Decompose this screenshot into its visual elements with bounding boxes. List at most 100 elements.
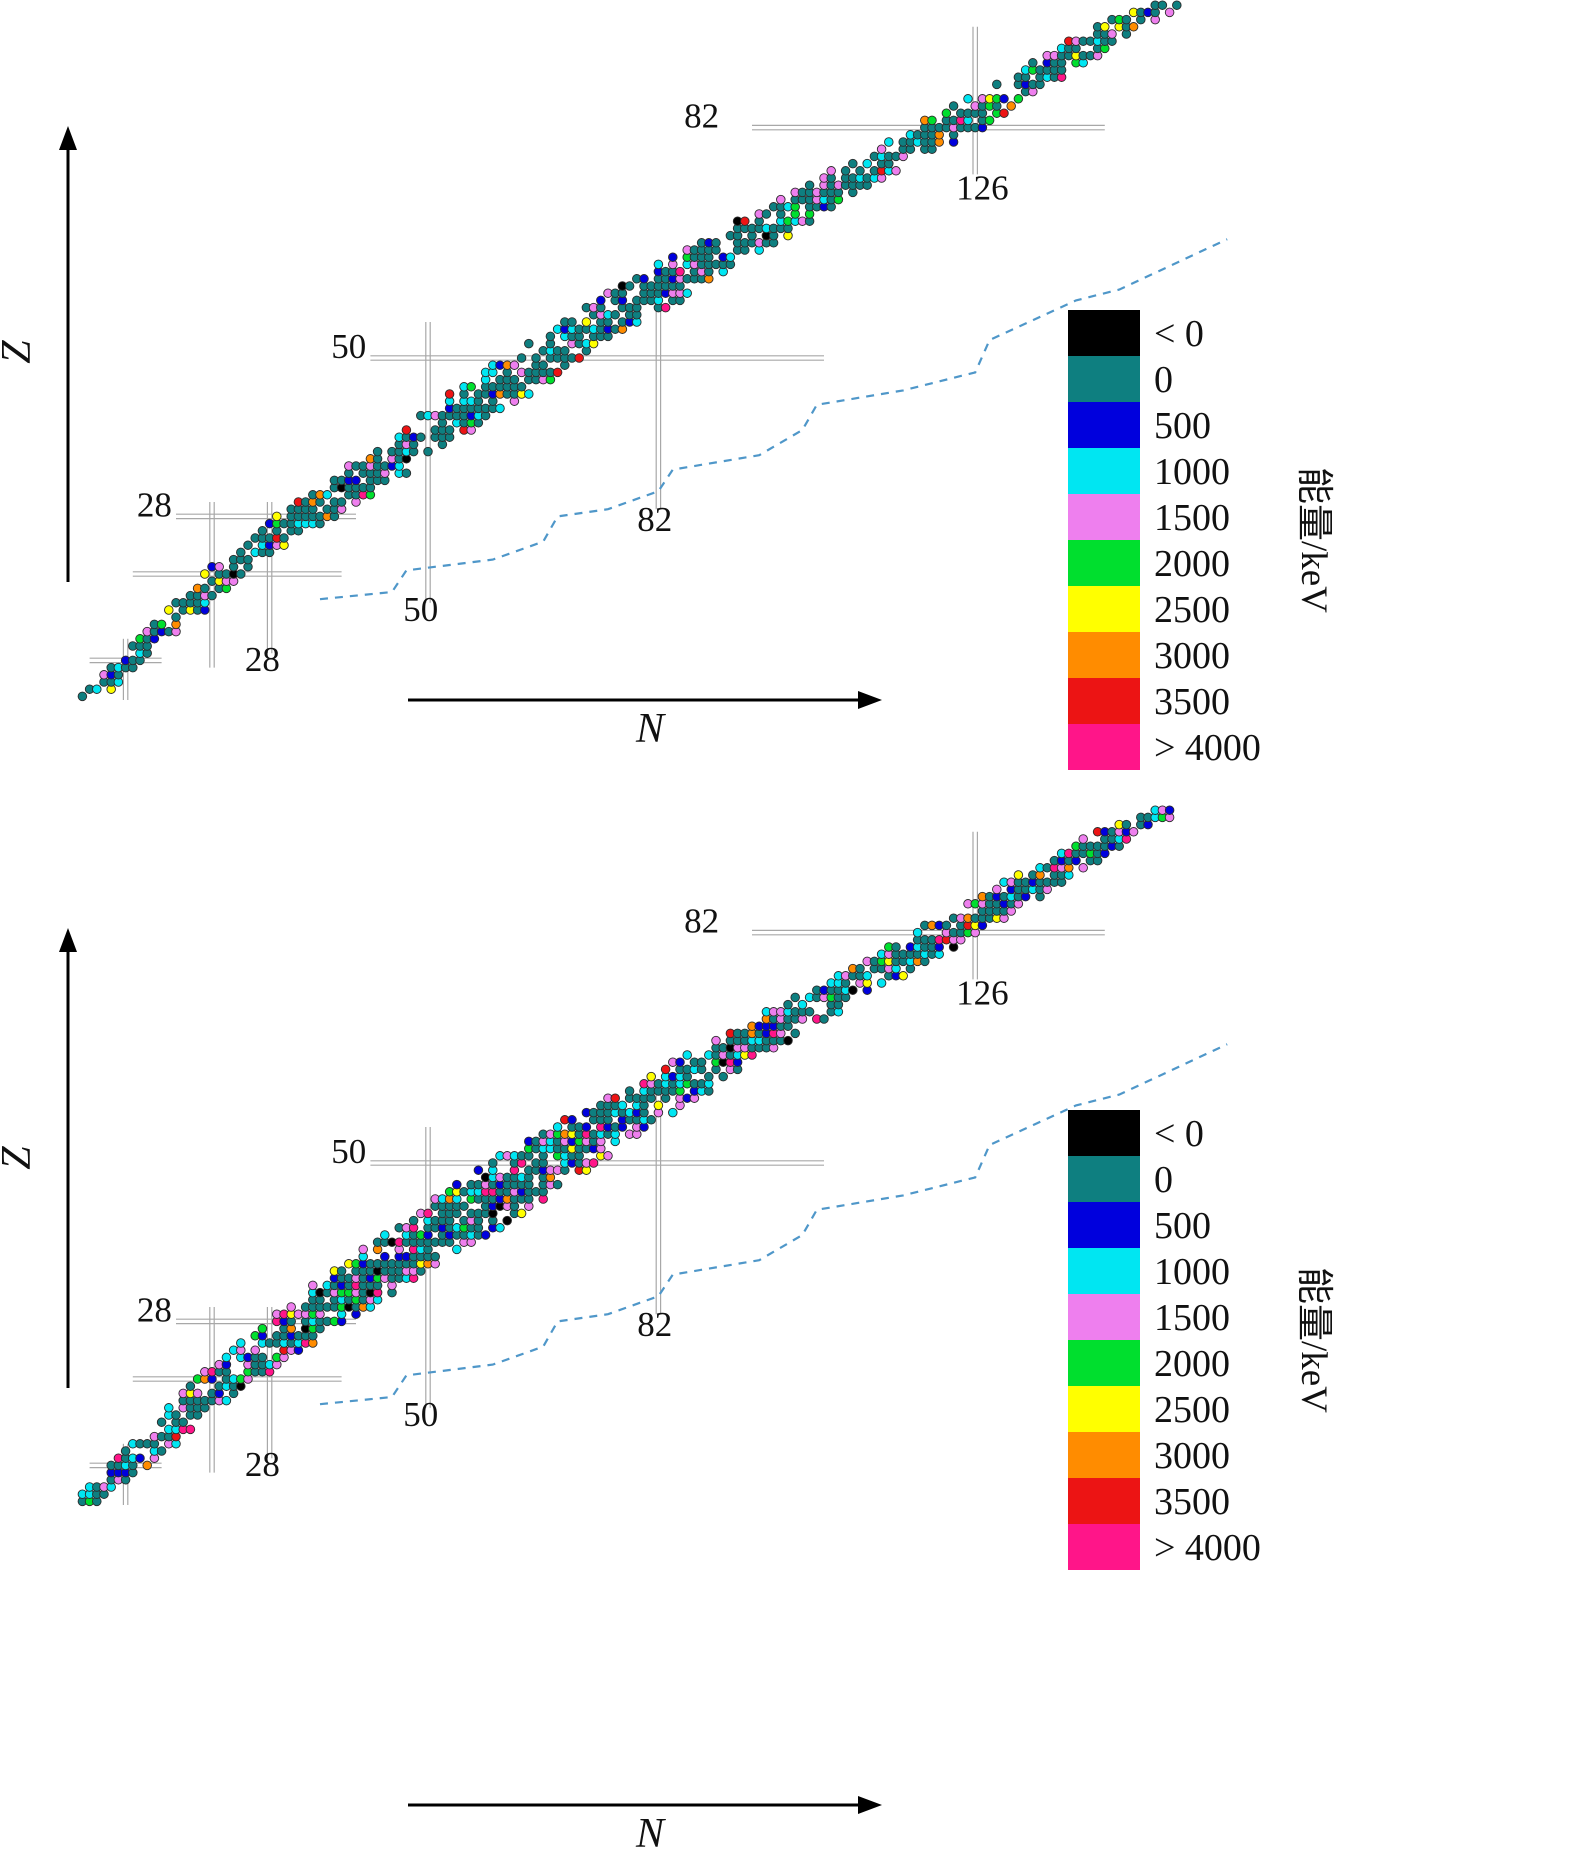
nuclide-dot xyxy=(624,1086,635,1096)
nuclide-dot xyxy=(164,1403,174,1413)
nuclide-dot xyxy=(473,1165,484,1175)
nuclide-dot xyxy=(207,590,217,601)
nuclide-dot xyxy=(891,166,901,176)
legend-label: 1500 xyxy=(1154,1297,1230,1339)
y-axis-label: Z xyxy=(0,340,40,364)
nuclide-dot xyxy=(250,1345,260,1355)
x-axis-label: N xyxy=(635,706,666,752)
legend-label: 2500 xyxy=(1154,1389,1230,1431)
nuclide-dot xyxy=(941,920,952,931)
magic-number-label-N-28: 28 xyxy=(245,1445,280,1484)
nuclide-dot xyxy=(466,382,476,392)
nuclide-dot xyxy=(1128,827,1139,837)
nuclide-dot xyxy=(214,562,224,572)
legend-label: 0 xyxy=(1154,1159,1173,1201)
nuclide-dot xyxy=(653,259,664,270)
nuclide-dot xyxy=(1013,94,1024,104)
nuclide-dot xyxy=(401,468,412,478)
magic-number-label-N-28: 28 xyxy=(245,640,280,679)
nuclide-dot xyxy=(185,1381,196,1391)
nuclide-dot xyxy=(243,554,253,565)
magic-number-label-Z-50: 50 xyxy=(331,327,366,366)
nuclide-dot xyxy=(646,1115,656,1125)
nuclide-dot xyxy=(898,971,908,981)
nuclide-dot xyxy=(1100,22,1110,32)
nuclide-dot xyxy=(675,266,685,277)
nuclide-dot xyxy=(120,1446,131,1456)
nuclide-dot xyxy=(408,1215,419,1226)
legend-swatch xyxy=(1068,678,1140,724)
legend-label: 3000 xyxy=(1154,1435,1230,1477)
nuclide-dot xyxy=(516,1208,527,1219)
nuclide-dot xyxy=(1157,0,1168,10)
nuclide-dots xyxy=(77,0,1182,702)
nuclide-dot xyxy=(164,605,174,615)
nuclide-dot xyxy=(516,353,527,363)
legend-label: < 0 xyxy=(1154,313,1204,355)
nuclide-dot xyxy=(135,1453,145,1463)
nuclide-dot xyxy=(495,1223,505,1233)
nuclide-dot xyxy=(862,971,872,981)
n-axis-arrowhead xyxy=(858,1796,882,1814)
nuclide-dot xyxy=(524,389,534,399)
nuclide-dot xyxy=(581,317,592,327)
nuclide-dot xyxy=(200,569,210,579)
magic-number-label-Z-82: 82 xyxy=(684,97,719,136)
nuclide-dot xyxy=(646,1071,656,1082)
nuclide-dot xyxy=(221,1352,232,1363)
nuclide-dot xyxy=(257,1352,268,1363)
nuclide-dot xyxy=(538,360,548,370)
legend-swatch xyxy=(1068,1478,1140,1524)
nuclide-dot xyxy=(257,1323,268,1334)
nuclide-dot xyxy=(423,1208,433,1219)
nuclide-dot xyxy=(639,274,649,284)
z-axis-arrowhead xyxy=(59,126,77,150)
nuclide-dot xyxy=(617,1100,628,1111)
nuclide-dot xyxy=(236,547,246,558)
nuclide-dot xyxy=(552,1179,563,1190)
nuclide-dot xyxy=(560,346,570,356)
nuclide-dot xyxy=(142,1460,152,1471)
nuclide-dot xyxy=(372,446,383,457)
nuclide-dot xyxy=(236,1338,246,1348)
nuclide-dot xyxy=(1107,29,1117,39)
legend-swatch xyxy=(1068,448,1140,494)
dripline-dashed-curve xyxy=(319,1043,1228,1406)
panel-top: 28 50 82 126 28 50 82 Z N < 005001000150020002500… xyxy=(0,0,1335,770)
nuclide-dot xyxy=(567,317,577,327)
nuclide-dot xyxy=(322,490,332,500)
legend-label: > 4000 xyxy=(1154,727,1261,769)
legend-label: 500 xyxy=(1154,405,1211,447)
legend-swatch xyxy=(1068,1432,1140,1478)
magic-number-label-Z-82: 82 xyxy=(684,902,719,941)
nuclide-dot xyxy=(848,985,858,995)
nuclide-dot xyxy=(480,1230,491,1240)
nuclide-dot xyxy=(1028,58,1038,68)
nuclide-dot xyxy=(927,115,937,126)
nuclide-dot xyxy=(718,1071,728,1082)
nuclide-dot xyxy=(336,497,347,507)
legend-swatch xyxy=(1068,1110,1140,1156)
nuclide-dot xyxy=(992,884,1002,895)
nuclide-dot xyxy=(603,1151,613,1161)
nuclide-dot xyxy=(401,425,412,435)
nuclide-dot xyxy=(761,209,772,219)
nuclide-dot xyxy=(185,1424,196,1435)
nuclide-dot xyxy=(192,1388,203,1399)
nuclide-dot xyxy=(279,533,289,543)
nuclide-dot xyxy=(351,475,361,486)
legend-label: < 0 xyxy=(1154,1113,1204,1155)
legend-label: 0 xyxy=(1154,359,1173,401)
nuclide-dot xyxy=(156,619,167,630)
legend-label: 1000 xyxy=(1154,1251,1230,1293)
nuclide-dot xyxy=(380,1230,390,1240)
legend-swatch xyxy=(1068,1202,1140,1248)
legend-swatch xyxy=(1068,494,1140,540)
legend-label: 2000 xyxy=(1154,1343,1230,1385)
magic-number-label-N-82: 82 xyxy=(637,1305,672,1344)
nuclide-dot xyxy=(675,1057,685,1067)
legend-label: 500 xyxy=(1154,1205,1211,1247)
y-axis-label: Z xyxy=(0,1146,40,1170)
